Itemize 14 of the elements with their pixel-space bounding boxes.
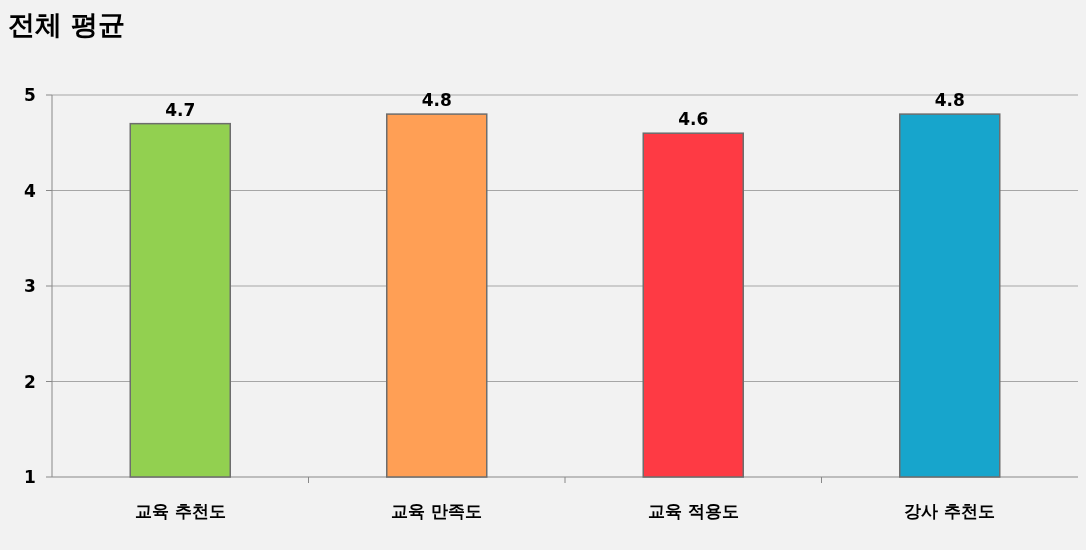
data-label: 4.8 xyxy=(421,90,452,111)
x-tick-label: 교육 적용도 xyxy=(647,501,739,521)
data-label: 4.7 xyxy=(165,99,196,120)
x-tick-label: 교육 만족도 xyxy=(391,501,483,521)
y-tick-label: 2 xyxy=(24,371,36,392)
y-tick-label: 5 xyxy=(24,85,36,105)
chart-title: 전체 평균 xyxy=(8,9,126,40)
y-tick-label: 3 xyxy=(24,276,36,296)
data-label: 4.6 xyxy=(678,109,709,130)
x-tick-label: 교육 추천도 xyxy=(134,501,226,521)
data-label: 4.8 xyxy=(934,90,965,111)
y-tick-label: 1 xyxy=(24,467,36,487)
y-tick-label: 4 xyxy=(24,180,37,201)
x-tick-label: 강사 추천도 xyxy=(904,501,996,521)
